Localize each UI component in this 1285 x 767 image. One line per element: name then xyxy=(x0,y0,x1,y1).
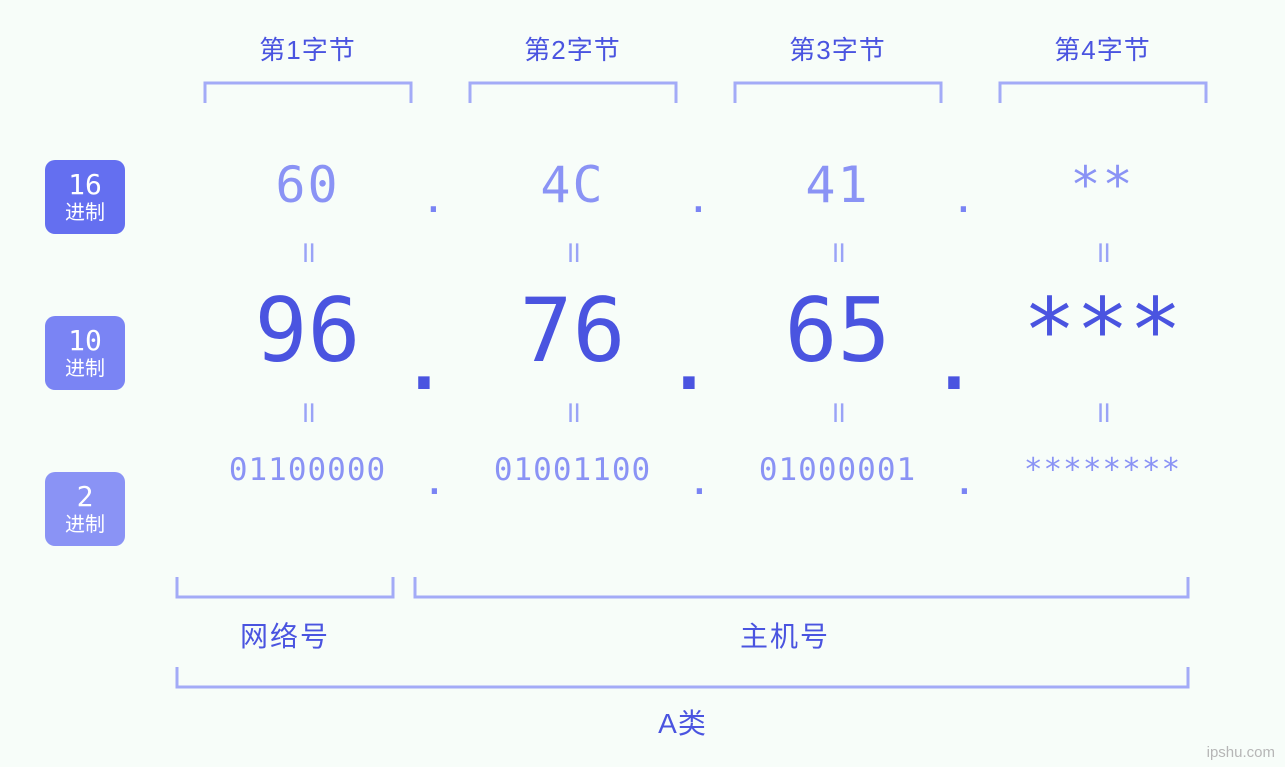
byte-header-4: 第4字节 xyxy=(970,30,1235,67)
badge-hex-label: 进制 xyxy=(65,203,105,223)
network-bracket-icon xyxy=(177,577,393,597)
byte-header-2: 第2字节 xyxy=(440,30,705,67)
byte-header-3: 第3字节 xyxy=(705,30,970,67)
network-label: 网络号 xyxy=(175,615,395,655)
bin-byte-2: 01001100 xyxy=(494,452,651,488)
host-label: 主机号 xyxy=(395,615,1175,655)
byte-bracket-4 xyxy=(970,81,1235,105)
equal-icon: ॥ xyxy=(440,390,705,431)
hex-byte-3: 41 xyxy=(805,156,869,214)
equal-icon: ॥ xyxy=(175,390,440,431)
equal-row-1: ॥ ॥ ॥ ॥ xyxy=(175,220,1235,280)
equal-icon: ॥ xyxy=(705,230,970,271)
dec-byte-2: 76 xyxy=(520,279,626,382)
badge-dec: 10 进制 xyxy=(45,316,125,390)
equal-icon: ॥ xyxy=(970,230,1235,271)
dec-byte-3: 65 xyxy=(785,279,891,382)
badge-bin-num: 2 xyxy=(77,483,94,511)
badge-bin-label: 进制 xyxy=(65,515,105,535)
byte-bracket-3 xyxy=(705,81,970,105)
dec-row: 96. 76. 65. *** xyxy=(175,280,1235,380)
bin-byte-4: ******** xyxy=(1024,452,1181,488)
host-bracket-icon xyxy=(415,577,1188,597)
byte-bracket-1 xyxy=(175,81,440,105)
hex-row: 60. 4C. 41. ** xyxy=(175,150,1235,220)
hex-byte-1: 60 xyxy=(275,156,339,214)
bin-row: 01100000. 01001100. 01000001. ******** xyxy=(175,440,1235,500)
byte-header-1: 第1字节 xyxy=(175,30,440,67)
byte-bracket-2 xyxy=(440,81,705,105)
badge-hex-num: 16 xyxy=(68,171,102,199)
equal-icon: ॥ xyxy=(175,230,440,271)
watermark: ipshu.com xyxy=(1207,744,1275,761)
equal-icon: ॥ xyxy=(440,230,705,271)
badge-dec-label: 进制 xyxy=(65,359,105,379)
badge-dec-num: 10 xyxy=(68,327,102,355)
class-bracket-icon xyxy=(175,665,1190,693)
dec-byte-4: *** xyxy=(1023,279,1182,382)
equal-row-2: ॥ ॥ ॥ ॥ xyxy=(175,380,1235,440)
class-label: A类 xyxy=(175,702,1190,742)
equal-icon: ॥ xyxy=(705,390,970,431)
hex-byte-2: 4C xyxy=(540,156,604,214)
badge-bin: 2 进制 xyxy=(45,472,125,546)
bin-byte-1: 01100000 xyxy=(229,452,386,488)
bin-byte-3: 01000001 xyxy=(759,452,916,488)
equal-icon: ॥ xyxy=(970,390,1235,431)
badge-hex: 16 进制 xyxy=(45,160,125,234)
dec-byte-1: 96 xyxy=(255,279,361,382)
hex-byte-4: ** xyxy=(1070,156,1134,214)
